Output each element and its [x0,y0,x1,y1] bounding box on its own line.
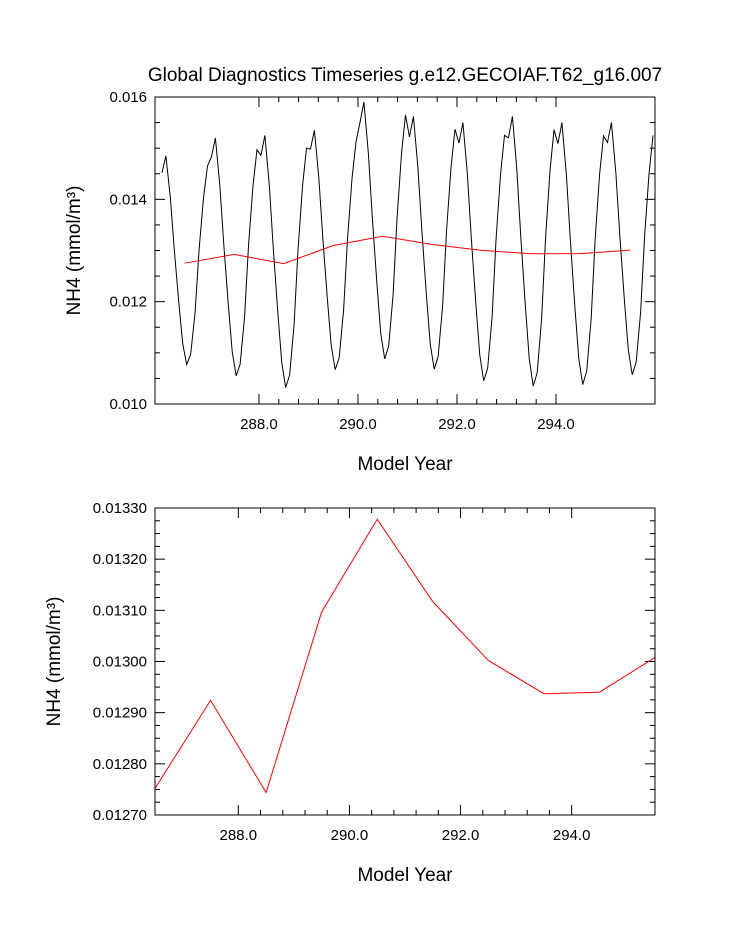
y-tick-label: 0.01300 [93,654,147,671]
y-tick-label: 0.01320 [93,551,147,568]
x-axis-label: Model Year [357,865,453,886]
y-tick-label: 0.010 [109,396,147,413]
x-tick-label: 290.0 [331,827,369,844]
y-tick-label: 0.01280 [93,756,147,773]
data-line [161,102,654,388]
y-axis-label: NH4 (mmol/m³) [64,186,85,316]
y-tick-label: 0.014 [109,191,147,208]
y-tick-label: 0.01290 [93,705,147,722]
x-tick-label: 290.0 [339,416,377,433]
x-tick-label: 288.0 [240,416,278,433]
chart-title: Global Diagnostics Timeseries g.e12.GECO… [148,65,662,86]
plot-frame [154,96,656,405]
x-tick-label: 292.0 [438,416,476,433]
data-line [154,518,656,794]
data-line [184,235,631,265]
x-tick-label: 294.0 [553,827,591,844]
x-axis-label: Model Year [357,454,453,475]
y-axis-label: NH4 (mmol/m³) [44,597,65,727]
y-tick-label: 0.012 [109,294,147,311]
y-tick-label: 0.01310 [93,602,147,619]
y-tick-label: 0.01330 [93,500,147,517]
x-tick-label: 292.0 [442,827,480,844]
y-tick-label: 0.01270 [93,807,147,824]
plot-frame [154,507,656,816]
x-tick-label: 294.0 [537,416,575,433]
y-tick-label: 0.016 [109,89,147,106]
x-tick-label: 288.0 [220,827,258,844]
